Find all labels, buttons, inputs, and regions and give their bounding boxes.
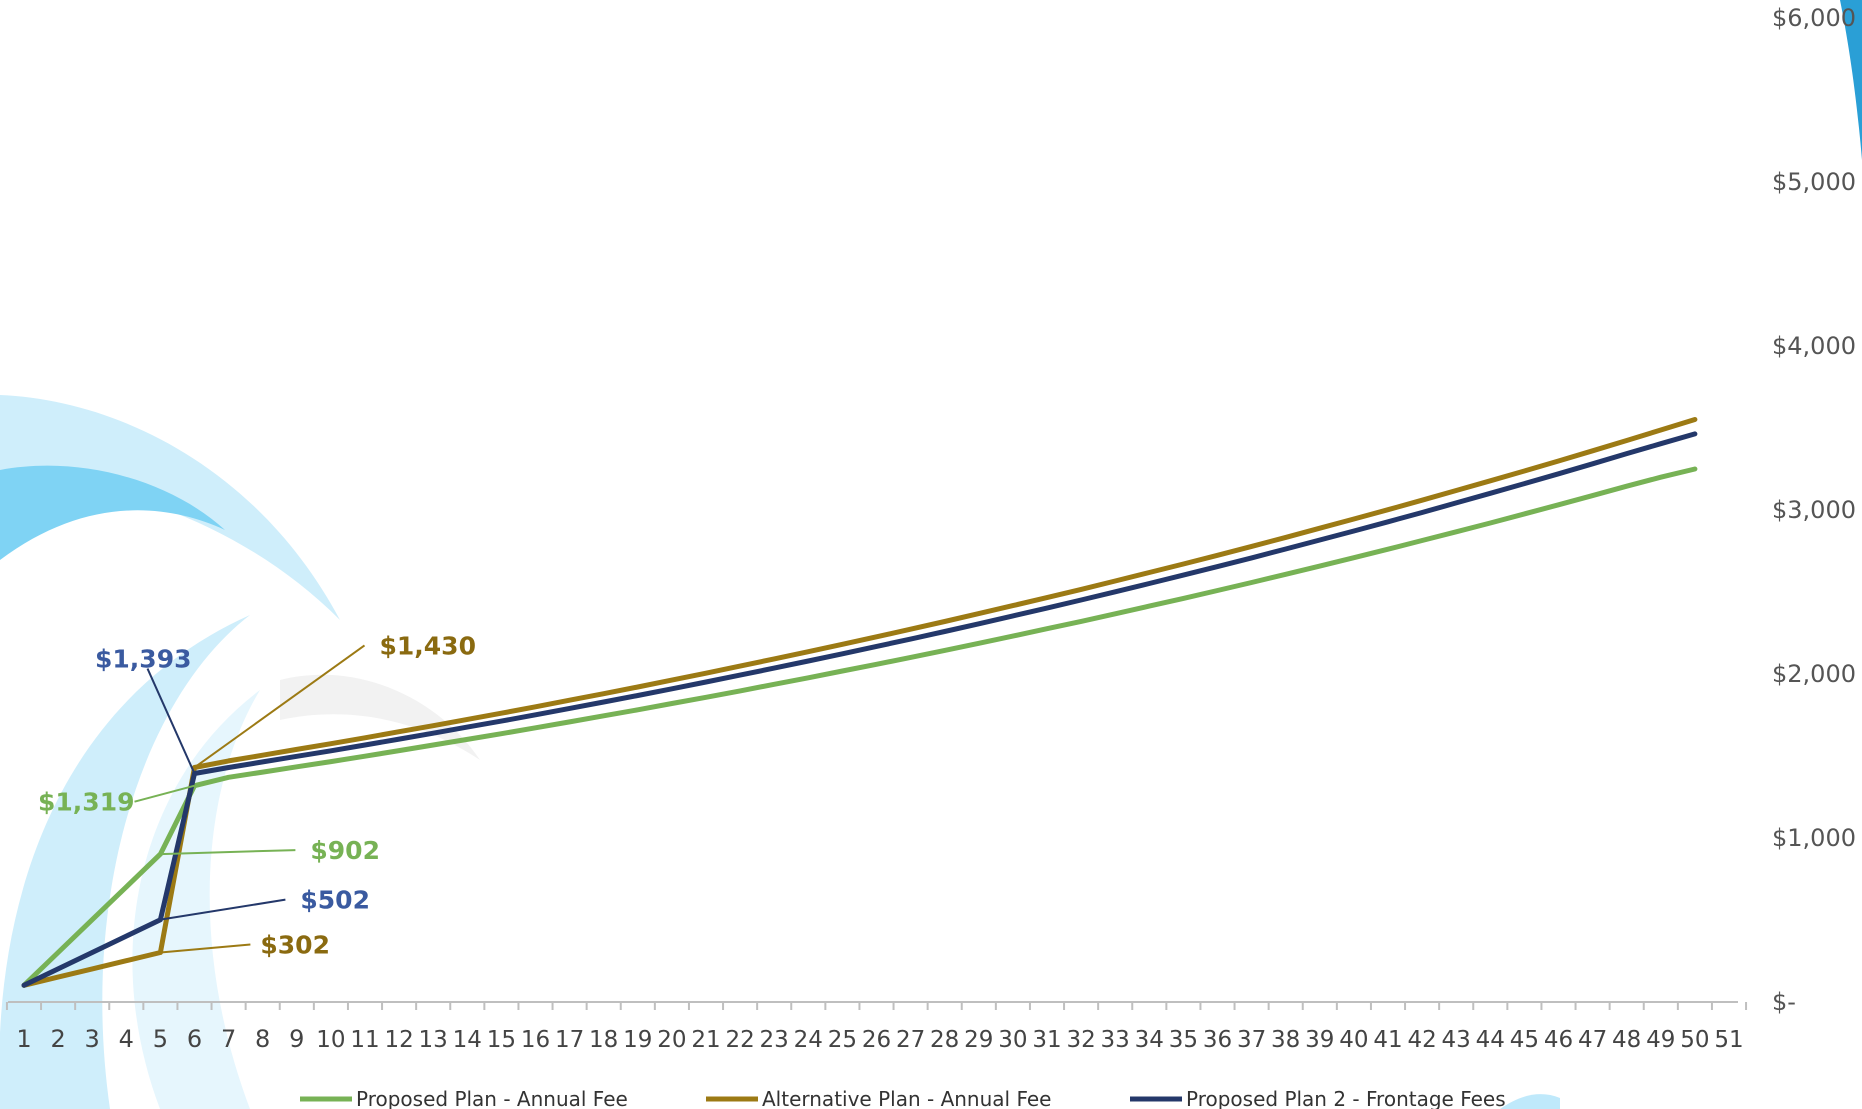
x-tick-label: 3	[85, 1025, 100, 1053]
y-tick-labels: $- $1,000 $2,000 $3,000 $4,000 $5,000 $6,000	[1772, 4, 1856, 1016]
data-label-leader-line	[160, 849, 296, 856]
y-tick-label: $-	[1772, 988, 1796, 1016]
x-tick-label: 11	[350, 1027, 379, 1053]
x-axis	[5, 1001, 1748, 1010]
x-tick-label: 44	[1476, 1027, 1505, 1053]
series-line-1	[21, 417, 1698, 988]
x-tick-label: 41	[1373, 1027, 1402, 1053]
legend: Proposed Plan - Annual Fee Alternative Pl…	[300, 1087, 1506, 1109]
x-tick-label: 22	[725, 1027, 754, 1053]
x-tick-label: 38	[1271, 1027, 1300, 1053]
x-tick-label: 20	[657, 1027, 686, 1053]
data-label: $1,393	[95, 645, 191, 674]
swirl-shape-4	[132, 690, 260, 1109]
y-tick-label: $5,000	[1772, 168, 1856, 196]
x-tick-label: 27	[896, 1027, 925, 1053]
data-label: $1,319	[38, 788, 134, 817]
x-tick-label: 40	[1339, 1027, 1368, 1053]
x-tick-label: 25	[828, 1027, 857, 1053]
data-label-leader-line	[160, 898, 286, 921]
data-label: $1,430	[380, 631, 476, 660]
x-tick-label: 17	[555, 1027, 584, 1053]
data-labels: $902 $1,319 $302 $1,430 $502 $1,393	[38, 631, 476, 959]
x-tick-label: 33	[1101, 1027, 1130, 1053]
x-tick-label: 43	[1442, 1027, 1471, 1053]
x-tick-label: 13	[419, 1027, 448, 1053]
x-tick-label: 24	[794, 1027, 823, 1053]
data-label: $302	[260, 930, 330, 959]
data-label: $502	[300, 886, 370, 915]
series-lines	[21, 417, 1698, 988]
x-tick-label: 46	[1544, 1027, 1573, 1053]
y-tick-label: $1,000	[1772, 824, 1856, 852]
x-tick-label: 26	[862, 1027, 891, 1053]
data-label: $902	[310, 836, 380, 865]
x-tick-label: 50	[1680, 1027, 1709, 1053]
x-tick-label: 49	[1646, 1027, 1675, 1053]
x-tick-label: 48	[1612, 1027, 1641, 1053]
y-tick-label: $6,000	[1772, 4, 1856, 32]
x-tick-label: 10	[316, 1027, 345, 1053]
x-tick-label: 19	[623, 1027, 652, 1053]
data-label-leader-line	[193, 644, 366, 769]
x-tick-label: 14	[453, 1027, 482, 1053]
y-tick-label: $2,000	[1772, 660, 1856, 688]
x-tick-label: 45	[1510, 1027, 1539, 1053]
x-tick-label: 6	[187, 1025, 202, 1053]
y-tick-label: $4,000	[1772, 332, 1856, 360]
x-tick-labels: 1 2 3 4 5 6 7 8 9 10 11 12 13 14 15 16 17 18 19 20 21 22 23 24 2…	[16, 1025, 1743, 1053]
data-label-leader-line	[146, 668, 196, 774]
x-tick-label: 31	[1032, 1027, 1061, 1053]
x-tick-label: 30	[998, 1027, 1027, 1053]
x-tick-label: 28	[930, 1027, 959, 1053]
legend-label-1: Alternative Plan - Annual Fee	[762, 1087, 1051, 1109]
x-tick-label: 37	[1237, 1027, 1266, 1053]
x-tick-label: 51	[1714, 1027, 1743, 1053]
x-tick-label: 8	[255, 1025, 270, 1053]
x-tick-label: 18	[589, 1027, 618, 1053]
x-tick-label: 15	[487, 1027, 516, 1053]
x-tick-label: 23	[760, 1027, 789, 1053]
x-tick-label: 9	[289, 1025, 304, 1053]
x-tick-label: 42	[1407, 1027, 1436, 1053]
x-tick-label: 12	[384, 1027, 413, 1053]
swirl-shape-7	[1500, 1094, 1560, 1109]
series-line-0	[21, 466, 1698, 988]
x-tick-label: 4	[119, 1025, 134, 1053]
x-tick-label: 39	[1305, 1027, 1334, 1053]
swirl-shape-3	[0, 615, 250, 1109]
x-tick-label: 36	[1203, 1027, 1232, 1053]
x-tick-label: 7	[221, 1025, 236, 1053]
x-tick-label: 35	[1169, 1027, 1198, 1053]
series-line-2	[21, 431, 1698, 988]
swirl-shape-5	[280, 674, 480, 760]
data-label-leader-line	[134, 784, 195, 803]
x-tick-label: 21	[691, 1027, 720, 1053]
y-tick-label: $3,000	[1772, 496, 1856, 524]
swirl-shape-2	[0, 465, 225, 560]
legend-label-0: Proposed Plan - Annual Fee	[356, 1087, 628, 1109]
x-tick-label: 16	[521, 1027, 550, 1053]
x-tick-label: 1	[16, 1025, 31, 1053]
swirl-shape-6	[1840, 0, 1862, 160]
data-label-leader-line	[160, 943, 251, 954]
x-tick-label: 47	[1578, 1027, 1607, 1053]
x-tick-label: 34	[1135, 1027, 1164, 1053]
x-tick-label: 2	[50, 1025, 65, 1053]
x-tick-label: 29	[964, 1027, 993, 1053]
legend-label-2: Proposed Plan 2 - Frontage Fees	[1186, 1087, 1506, 1109]
x-tick-label: 5	[153, 1025, 168, 1053]
x-tick-label: 32	[1066, 1027, 1095, 1053]
